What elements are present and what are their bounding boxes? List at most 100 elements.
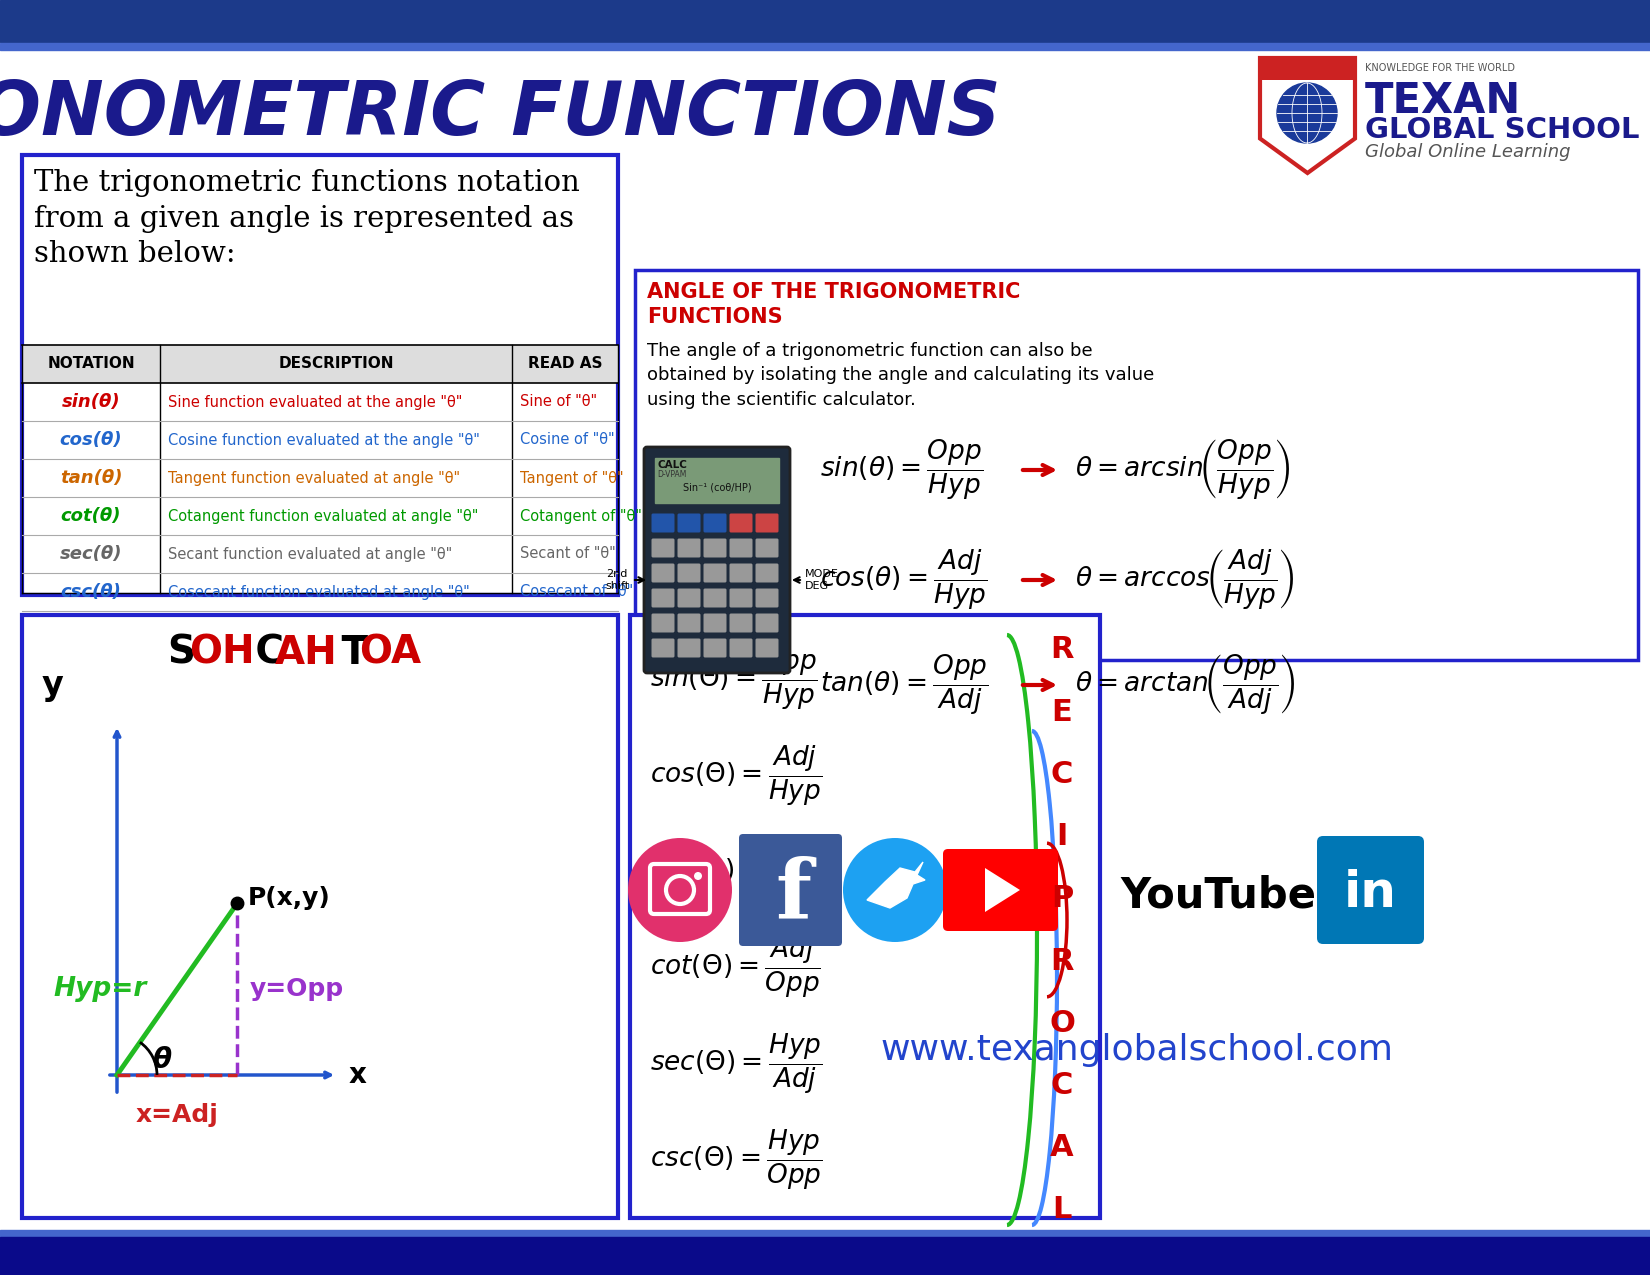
Text: P(x,y): P(x,y) bbox=[248, 886, 330, 910]
Text: cos(θ): cos(θ) bbox=[59, 431, 122, 449]
Text: Cosine of "θ": Cosine of "θ" bbox=[520, 432, 614, 448]
FancyBboxPatch shape bbox=[729, 639, 752, 658]
FancyBboxPatch shape bbox=[703, 589, 726, 607]
Bar bbox=[0, 1230, 1650, 1237]
Text: KNOWLEDGE FOR THE WORLD: KNOWLEDGE FOR THE WORLD bbox=[1365, 62, 1515, 73]
Text: $sec(\Theta)=\dfrac{Hyp}{Adj}$: $sec(\Theta)=\dfrac{Hyp}{Adj}$ bbox=[650, 1031, 822, 1096]
FancyBboxPatch shape bbox=[703, 613, 726, 632]
FancyBboxPatch shape bbox=[729, 538, 752, 557]
Text: D-VPAM: D-VPAM bbox=[657, 470, 686, 479]
Bar bbox=[655, 458, 779, 504]
Text: tan(θ): tan(θ) bbox=[59, 469, 122, 487]
FancyBboxPatch shape bbox=[703, 639, 726, 658]
Bar bbox=[0, 43, 1650, 50]
Text: O: O bbox=[1049, 1009, 1074, 1038]
Text: $\theta = arccos\!\left(\dfrac{Adj}{Hyp}\right)$: $\theta = arccos\!\left(\dfrac{Adj}{Hyp}… bbox=[1076, 548, 1295, 612]
Text: $cos(\theta) = \dfrac{Adj}{Hyp}$: $cos(\theta) = \dfrac{Adj}{Hyp}$ bbox=[820, 548, 988, 612]
Text: Sine of "θ": Sine of "θ" bbox=[520, 394, 597, 409]
Text: Cotangent of "θ": Cotangent of "θ" bbox=[520, 509, 642, 524]
Text: L: L bbox=[1053, 1196, 1072, 1224]
Text: csc(θ): csc(θ) bbox=[61, 583, 122, 601]
FancyBboxPatch shape bbox=[739, 834, 842, 946]
Text: TRIGONOMETRIC FUNCTIONS: TRIGONOMETRIC FUNCTIONS bbox=[0, 79, 1002, 152]
Text: sin(θ): sin(θ) bbox=[61, 393, 120, 411]
Text: Sine function evaluated at the angle "θ": Sine function evaluated at the angle "θ" bbox=[168, 394, 462, 409]
Text: y=Opp: y=Opp bbox=[249, 977, 343, 1001]
Text: S: S bbox=[167, 634, 195, 672]
Text: CALC: CALC bbox=[657, 460, 686, 470]
Text: $cos(\Theta)=\dfrac{Adj}{Hyp}$: $cos(\Theta)=\dfrac{Adj}{Hyp}$ bbox=[650, 743, 822, 808]
Text: E: E bbox=[1051, 697, 1072, 727]
FancyBboxPatch shape bbox=[652, 514, 675, 533]
FancyBboxPatch shape bbox=[944, 849, 1058, 931]
Circle shape bbox=[695, 872, 701, 880]
Text: $tan(\Theta)=\dfrac{Opp}{Adj}$: $tan(\Theta)=\dfrac{Opp}{Adj}$ bbox=[650, 840, 823, 904]
Text: Secant function evaluated at angle "θ": Secant function evaluated at angle "θ" bbox=[168, 547, 452, 561]
Text: sec(θ): sec(θ) bbox=[59, 544, 122, 564]
Text: $tan(\theta) = \dfrac{Opp}{Adj}$: $tan(\theta) = \dfrac{Opp}{Adj}$ bbox=[820, 653, 988, 717]
FancyBboxPatch shape bbox=[652, 639, 675, 658]
Text: Secant of "θ": Secant of "θ" bbox=[520, 547, 615, 561]
FancyBboxPatch shape bbox=[703, 514, 726, 533]
Text: A: A bbox=[1049, 1133, 1074, 1163]
Text: cot(θ): cot(θ) bbox=[61, 507, 120, 525]
FancyBboxPatch shape bbox=[678, 564, 701, 583]
Text: y: y bbox=[41, 668, 63, 701]
FancyBboxPatch shape bbox=[678, 514, 701, 533]
Text: x: x bbox=[350, 1061, 366, 1089]
Text: MODE
DEG: MODE DEG bbox=[805, 569, 838, 590]
Bar bbox=[0, 0, 1650, 42]
Text: Cosine function evaluated at the angle "θ": Cosine function evaluated at the angle "… bbox=[168, 432, 480, 448]
Text: $\theta = arcsin\!\left(\dfrac{Opp}{Hyp}\right)$: $\theta = arcsin\!\left(\dfrac{Opp}{Hyp}… bbox=[1076, 437, 1290, 502]
Text: The angle of a trigonometric function can also be
obtained by isolating the angl: The angle of a trigonometric function ca… bbox=[647, 342, 1155, 408]
Text: The trigonometric functions notation
from a given angle is represented as
shown : The trigonometric functions notation fro… bbox=[35, 170, 579, 269]
Text: C: C bbox=[1051, 760, 1072, 789]
Text: C: C bbox=[243, 634, 284, 672]
FancyBboxPatch shape bbox=[756, 514, 779, 533]
FancyBboxPatch shape bbox=[652, 613, 675, 632]
Text: Sin⁻¹ (coθ/HP): Sin⁻¹ (coθ/HP) bbox=[683, 482, 751, 492]
FancyBboxPatch shape bbox=[678, 613, 701, 632]
Text: x=Adj: x=Adj bbox=[135, 1103, 219, 1127]
Text: Global Online Learning: Global Online Learning bbox=[1365, 143, 1571, 161]
Polygon shape bbox=[1262, 57, 1353, 80]
Polygon shape bbox=[985, 868, 1020, 912]
Text: f: f bbox=[776, 856, 810, 935]
Text: ANGLE OF THE TRIGONOMETRIC
FUNCTIONS: ANGLE OF THE TRIGONOMETRIC FUNCTIONS bbox=[647, 282, 1020, 326]
FancyBboxPatch shape bbox=[703, 538, 726, 557]
Circle shape bbox=[843, 838, 947, 942]
FancyBboxPatch shape bbox=[729, 589, 752, 607]
Text: Hyp=r: Hyp=r bbox=[54, 975, 147, 1002]
Bar bbox=[21, 615, 619, 1218]
Bar bbox=[0, 1237, 1650, 1275]
Text: READ AS: READ AS bbox=[528, 357, 602, 371]
FancyBboxPatch shape bbox=[1317, 836, 1424, 944]
Text: $sin(\theta) = \dfrac{Opp}{Hyp}$: $sin(\theta) = \dfrac{Opp}{Hyp}$ bbox=[820, 437, 983, 502]
Text: Tangent function evaluated at angle "θ": Tangent function evaluated at angle "θ" bbox=[168, 470, 460, 486]
Text: P: P bbox=[1051, 885, 1072, 913]
Text: Cosecant of "θ": Cosecant of "θ" bbox=[520, 584, 634, 599]
Text: www.texanglobalschool.com: www.texanglobalschool.com bbox=[881, 1033, 1394, 1067]
FancyBboxPatch shape bbox=[652, 564, 675, 583]
Bar bbox=[635, 270, 1638, 660]
Text: 2nd
shift: 2nd shift bbox=[606, 569, 629, 590]
FancyBboxPatch shape bbox=[678, 538, 701, 557]
Text: R: R bbox=[1051, 635, 1074, 664]
FancyBboxPatch shape bbox=[678, 639, 701, 658]
FancyBboxPatch shape bbox=[756, 538, 779, 557]
FancyBboxPatch shape bbox=[729, 564, 752, 583]
FancyBboxPatch shape bbox=[729, 613, 752, 632]
Text: $csc(\Theta)=\dfrac{Hyp}{Opp}$: $csc(\Theta)=\dfrac{Hyp}{Opp}$ bbox=[650, 1128, 823, 1192]
Text: OH: OH bbox=[190, 634, 254, 672]
Text: in: in bbox=[1343, 870, 1396, 917]
Text: TEXAN: TEXAN bbox=[1365, 80, 1521, 122]
Text: YouTube: YouTube bbox=[1120, 873, 1317, 915]
Text: C: C bbox=[1051, 1071, 1072, 1100]
FancyBboxPatch shape bbox=[652, 589, 675, 607]
FancyBboxPatch shape bbox=[652, 538, 675, 557]
Circle shape bbox=[1277, 83, 1337, 143]
Text: GLOBAL SCHOOL: GLOBAL SCHOOL bbox=[1365, 116, 1640, 144]
FancyBboxPatch shape bbox=[756, 613, 779, 632]
FancyBboxPatch shape bbox=[756, 639, 779, 658]
Text: I: I bbox=[1056, 822, 1068, 852]
